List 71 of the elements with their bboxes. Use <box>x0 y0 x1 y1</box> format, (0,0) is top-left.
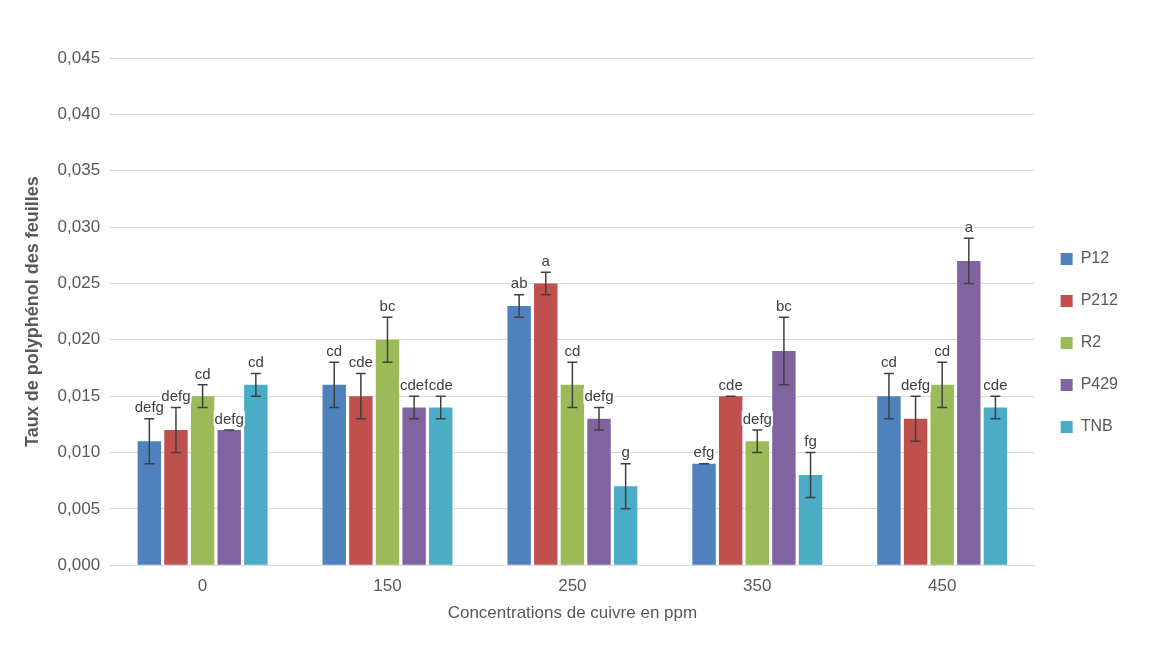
y-tick-label: 0,010 <box>57 442 101 462</box>
bar <box>534 283 558 565</box>
bar <box>613 486 638 565</box>
y-tick-label: 0,015 <box>57 385 101 405</box>
bar <box>877 396 901 565</box>
data-label: cd <box>194 364 211 382</box>
bar <box>349 396 373 565</box>
x-tick-label: 350 <box>743 576 772 596</box>
y-tick-label: 0,030 <box>57 216 101 236</box>
data-label: ab <box>510 274 528 292</box>
legend-label: R2 <box>1080 333 1102 351</box>
x-tick-label: 0 <box>197 576 208 596</box>
bar <box>560 384 585 565</box>
y-tick-label: 0,005 <box>57 498 101 518</box>
bar <box>429 407 453 565</box>
data-label: a <box>964 217 974 235</box>
bar <box>718 396 743 565</box>
bar <box>164 429 188 565</box>
legend-label: TNB <box>1080 417 1113 435</box>
data-label: cdef <box>399 375 430 393</box>
y-tick-label: 0,025 <box>57 273 101 293</box>
x-axis-title: Concentrations de cuivre en ppm <box>447 603 698 623</box>
bar <box>930 384 954 565</box>
bar <box>322 384 346 565</box>
y-tick-label: 0,020 <box>57 329 101 349</box>
data-label: bc <box>379 296 396 314</box>
y-tick-label: 0,000 <box>57 554 101 574</box>
data-label: cde <box>983 375 1008 393</box>
bar <box>798 475 823 565</box>
legend-label: P12 <box>1080 249 1110 267</box>
data-label: cd <box>326 341 343 359</box>
data-label: bc <box>775 296 793 314</box>
bar <box>983 407 1008 565</box>
bar <box>745 441 769 565</box>
bar <box>190 396 215 565</box>
data-label: defg <box>161 387 191 405</box>
data-label: cde <box>718 375 743 393</box>
bar <box>137 441 162 565</box>
data-label: defg <box>900 375 931 393</box>
data-label: cd <box>934 341 951 359</box>
bar <box>375 339 400 565</box>
y-tick-label: 0,040 <box>57 104 101 124</box>
data-label: defg <box>742 409 772 427</box>
bar <box>903 418 928 565</box>
legend-label: P212 <box>1080 291 1119 309</box>
data-label: cde <box>348 353 373 371</box>
data-label: a <box>541 251 551 269</box>
data-label: cde <box>428 375 453 393</box>
bar <box>507 305 531 565</box>
y-tick-label: 0,045 <box>57 47 101 67</box>
data-label: defg <box>214 409 244 427</box>
data-label: efg <box>693 443 715 461</box>
x-tick-label: 250 <box>558 576 587 596</box>
y-axis-title: Taux de polyphénol des feuilles <box>21 176 42 447</box>
bar <box>957 260 981 565</box>
x-tick-label: 450 <box>928 576 957 596</box>
y-tick-label: 0,035 <box>57 160 101 180</box>
bar <box>244 384 268 565</box>
bar <box>402 407 426 565</box>
data-label: cd <box>247 353 264 371</box>
bar <box>587 418 611 565</box>
data-label: g <box>621 443 630 461</box>
bar <box>217 429 241 565</box>
bar <box>772 351 796 565</box>
data-label: defg <box>584 387 614 405</box>
legend-label: P429 <box>1080 375 1119 393</box>
x-tick-label: 150 <box>373 576 402 596</box>
data-label: cd <box>564 341 581 359</box>
data-label: cd <box>881 353 897 371</box>
data-label: fg <box>804 432 817 450</box>
bar <box>692 463 716 565</box>
